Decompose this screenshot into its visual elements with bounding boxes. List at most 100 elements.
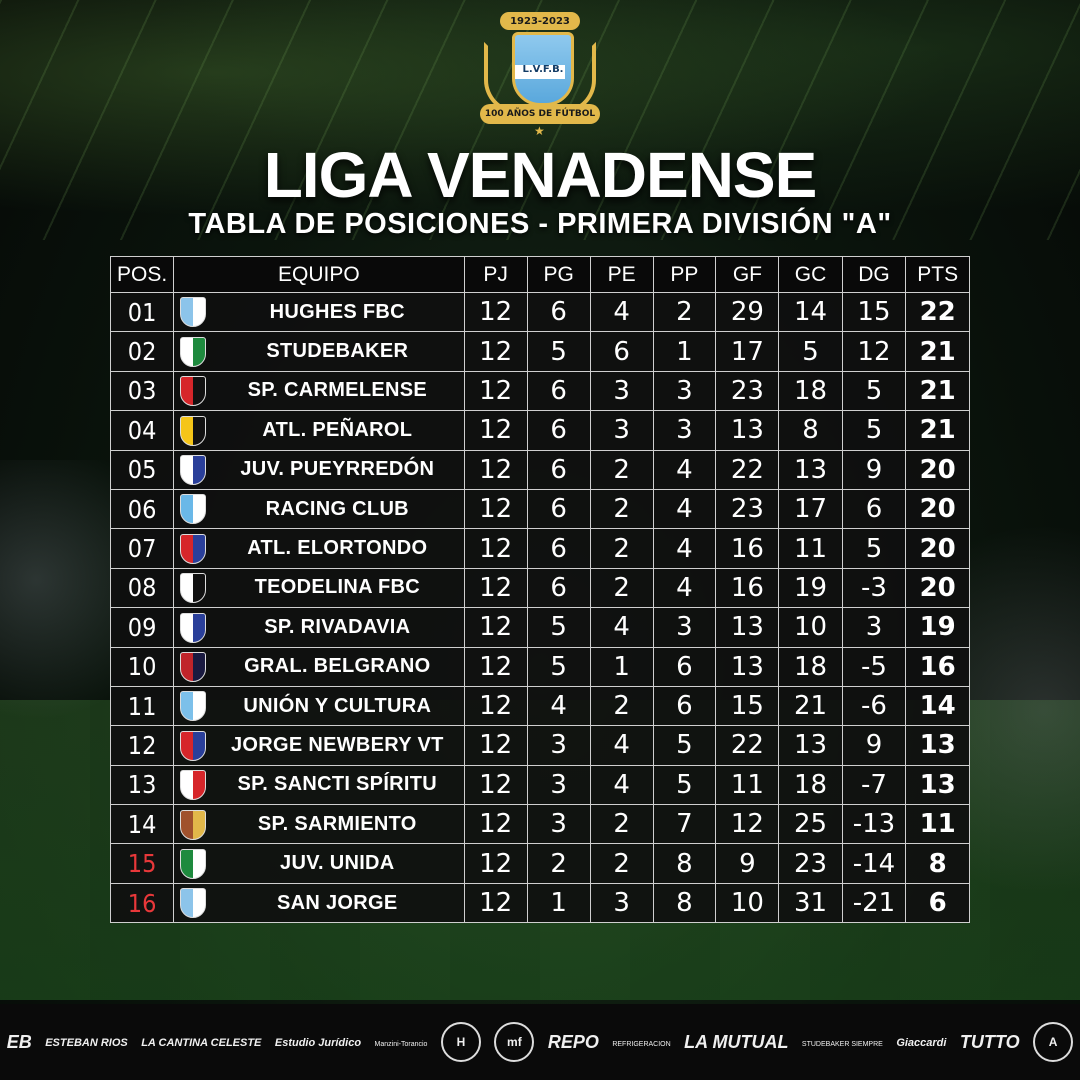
table-row: 15 JUV. UNIDA 12 2 2 8 9 23 -14 8 [109, 843, 970, 884]
played-cell: 12 [463, 685, 528, 727]
drawn-cell: 4 [589, 725, 654, 766]
table-row: 09 SP. RIVADAVIA 12 5 4 3 13 10 3 19 [109, 607, 970, 648]
position-cell: 09 [109, 607, 175, 648]
team-name-cell: SP. SANCTI SPÍRITU [211, 764, 465, 806]
team-crest-cell [173, 882, 212, 924]
goals-for-cell: 17 [715, 331, 780, 372]
page-title: LIGA VENADENSE [263, 139, 818, 211]
played-cell: 12 [463, 331, 528, 372]
team-name-cell: TEODELINA FBC [211, 567, 465, 609]
played-cell: 12 [463, 488, 528, 530]
team-crest-cell [173, 528, 212, 569]
team-crest-cell [173, 488, 212, 530]
drawn-cell: 4 [589, 607, 654, 648]
goals-against-cell: 13 [778, 725, 843, 766]
drawn-cell: 6 [589, 331, 654, 372]
shield-stripe [515, 65, 565, 79]
crowd-left-background [0, 460, 120, 760]
team-crest-icon [179, 455, 206, 485]
team-crest-cell [173, 646, 212, 687]
goals-against-cell: 18 [778, 370, 843, 412]
team-name-cell: SP. RIVADAVIA [211, 607, 465, 648]
table-row: 13 SP. SANCTI SPÍRITU 12 3 4 5 11 18 -7 13 [109, 764, 970, 806]
goal-difference-cell: -7 [841, 764, 907, 806]
drawn-cell: 2 [589, 528, 654, 569]
sponsor-logo: EB [7, 1032, 32, 1053]
sponsor-logo: TUTTO [960, 1032, 1020, 1053]
table-row: 07 ATL. ELORTONDO 12 6 2 4 16 11 5 20 [109, 528, 970, 569]
position-cell: 05 [109, 449, 175, 490]
lost-cell: 8 [652, 882, 717, 924]
team-crest-cell [173, 567, 212, 609]
drawn-cell: 4 [589, 764, 654, 806]
lost-cell: 6 [652, 646, 717, 687]
goals-against-cell: 10 [778, 607, 843, 648]
sponsor-logo: Giaccardi [896, 1033, 946, 1051]
team-crest-cell [173, 804, 212, 845]
goal-difference-cell: 5 [841, 528, 907, 569]
lost-cell: 3 [652, 370, 717, 412]
lost-cell: 4 [652, 567, 717, 609]
team-crest-icon [179, 494, 206, 525]
drawn-cell: 2 [589, 843, 654, 884]
points-cell: 13 [905, 764, 970, 806]
lost-cell: 3 [652, 410, 717, 451]
team-name-cell: STUDEBAKER [211, 331, 465, 372]
team-crest-icon [179, 533, 206, 564]
sponsor-bar: EB ESTEBAN RIOS LA CANTINA CELESTE Estudio … [0, 1004, 1080, 1080]
sponsor-label: EB [6, 1031, 32, 1052]
sponsor-label: mf [494, 1022, 535, 1062]
won-cell: 4 [526, 685, 591, 727]
header-pp: PP [652, 256, 717, 293]
team-crest-icon [179, 770, 206, 801]
points-cell: 20 [905, 488, 970, 530]
goals-against-cell: 8 [778, 410, 843, 451]
points-cell: 14 [905, 685, 970, 727]
drawn-cell: 2 [589, 488, 654, 530]
won-cell: 6 [526, 449, 591, 490]
standings-table: POS. EQUIPO PJ PG PE PP GF GC DG PTS 01 H… [109, 256, 970, 924]
points-cell: 21 [905, 370, 970, 412]
table-row: 11 UNIÓN Y CULTURA 12 4 2 6 15 21 -6 14 [109, 685, 970, 727]
team-crest-cell [173, 764, 212, 806]
team-crest-cell [173, 291, 212, 333]
header-dg: DG [841, 256, 907, 293]
goals-for-cell: 16 [715, 567, 780, 609]
team-name-cell: SP. SARMIENTO [211, 804, 465, 845]
goal-difference-cell: 12 [841, 331, 907, 372]
played-cell: 12 [463, 764, 528, 806]
goal-difference-cell: 3 [841, 607, 907, 648]
position-cell: 06 [109, 488, 175, 530]
played-cell: 12 [463, 725, 528, 766]
won-cell: 6 [526, 567, 591, 609]
table-row: 12 JORGE NEWBERY VT 12 3 4 5 22 13 9 13 [109, 725, 970, 766]
points-cell: 8 [905, 843, 970, 884]
table-row: 08 TEODELINA FBC 12 6 2 4 16 19 -3 20 [109, 567, 970, 609]
sponsor-label: A [1033, 1022, 1074, 1062]
header-pe: PE [589, 256, 654, 293]
points-cell: 20 [905, 528, 970, 569]
team-crest-cell [173, 685, 212, 727]
sponsor-label: ESTEBAN RIOS [45, 1037, 128, 1049]
team-name-cell: UNIÓN Y CULTURA [211, 685, 465, 727]
lost-cell: 5 [652, 725, 717, 766]
goals-for-cell: 16 [715, 528, 780, 569]
goals-against-cell: 23 [778, 843, 843, 884]
lost-cell: 4 [652, 528, 717, 569]
played-cell: 12 [463, 370, 528, 412]
position-cell: 01 [109, 291, 175, 333]
goal-difference-cell: 5 [841, 370, 907, 412]
lost-cell: 4 [652, 449, 717, 490]
points-cell: 21 [905, 331, 970, 372]
goal-difference-cell: 15 [841, 291, 907, 333]
played-cell: 12 [463, 567, 528, 609]
played-cell: 12 [463, 449, 528, 490]
team-name-cell: ATL. PEÑAROL [211, 410, 465, 451]
won-cell: 6 [526, 370, 591, 412]
won-cell: 2 [526, 843, 591, 884]
team-crest-icon [179, 573, 206, 604]
sponsor-logo: LA MUTUAL [684, 1032, 788, 1053]
sponsor-logo: ESTEBAN RIOS [45, 1033, 128, 1051]
points-cell: 20 [905, 567, 970, 609]
played-cell: 12 [463, 607, 528, 648]
